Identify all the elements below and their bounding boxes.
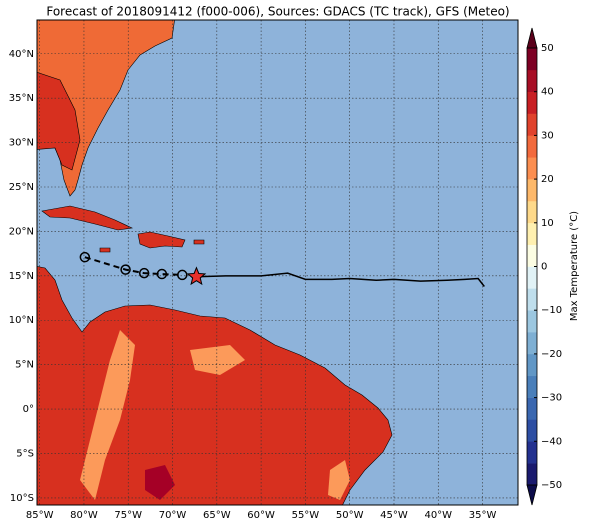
colorbar-tick-label: 30 (541, 130, 554, 141)
lon-label: 50°W (336, 510, 364, 521)
colorbar-tick-label: 10 (541, 218, 554, 229)
colorbar-segment (527, 310, 537, 333)
title: Forecast of 2018091412 (f000-006), Sourc… (46, 5, 509, 19)
track-point (156, 268, 168, 280)
track-point (177, 269, 188, 281)
colorbar-over (526, 27, 538, 49)
colorbar-segment (527, 397, 537, 420)
colorbar-segment (527, 463, 537, 486)
colorbar-segment (527, 244, 537, 267)
colorbar-label: Max Temperature (°C) (569, 211, 580, 321)
colorbar-segment (527, 419, 537, 442)
lat-label: 0° (23, 404, 34, 415)
colorbar-segment (527, 288, 537, 311)
lon-label: 85°W (26, 510, 54, 521)
lon-label: 65°W (203, 510, 231, 521)
colorbar-tick-label: −20 (541, 349, 562, 360)
colorbar-segment (527, 375, 537, 398)
lat-label: 15°N (9, 271, 34, 282)
lon-label: 35°W (469, 510, 497, 521)
lat-label: 10°S (10, 493, 34, 504)
colorbar-segment (527, 353, 537, 377)
track-point (79, 251, 91, 263)
lat-label: 25°N (9, 182, 34, 193)
lon-label: 60°W (247, 510, 275, 521)
colorbar-segment (527, 222, 537, 245)
colorbar-segment (527, 135, 537, 158)
lon-label: 45°W (380, 510, 408, 521)
colorbar-tick-label: −50 (541, 480, 562, 491)
track-line (196, 272, 485, 287)
colorbar-segment (527, 266, 537, 289)
colorbar-tick-label: 20 (541, 174, 554, 185)
colorbar-tick-label: −30 (541, 393, 562, 404)
colorbar-tick-label: 50 (541, 43, 554, 54)
lon-label: 55°W (292, 510, 320, 521)
lat-label: 30°N (9, 138, 34, 149)
track-point (138, 267, 150, 279)
storm-star (186, 266, 207, 286)
colorbar-segment (527, 91, 537, 114)
map-frame (36, 19, 519, 506)
colorbar-segment (527, 69, 537, 92)
colorbar-tick-label: 0 (541, 262, 547, 273)
colorbar: −50 −40 −30 −20 −10 0 10 20 30 40 50 (526, 27, 562, 506)
lat-label: 10°N (9, 315, 34, 326)
track-point (120, 264, 131, 275)
colorbar-under (526, 484, 538, 506)
graticule (37, 20, 518, 505)
track-dashed (84, 256, 183, 276)
lat-label: 35°N (9, 93, 34, 104)
land (37, 20, 393, 505)
lon-label: 80°W (70, 510, 98, 521)
colorbar-segment (527, 48, 537, 71)
colorbar-segment (527, 179, 537, 202)
colorbar-tick-label: 40 (541, 87, 554, 98)
lat-label: 40°N (9, 49, 34, 60)
lat-label: 5°S (16, 448, 34, 459)
colorbar-segment (527, 113, 537, 136)
lat-label: 20°N (9, 226, 34, 237)
lon-label: 40°W (424, 510, 452, 521)
colorbar-segment (527, 157, 537, 180)
colorbar-tick-label: −10 (541, 305, 562, 316)
lat-label: 5°N (15, 360, 34, 371)
lon-label: 75°W (114, 510, 142, 521)
colorbar-segment (527, 200, 537, 224)
colorbar-segment (527, 332, 537, 355)
lon-label: 70°W (159, 510, 187, 521)
colorbar-segment (527, 441, 537, 464)
colorbar-tick-label: −40 (541, 436, 562, 447)
